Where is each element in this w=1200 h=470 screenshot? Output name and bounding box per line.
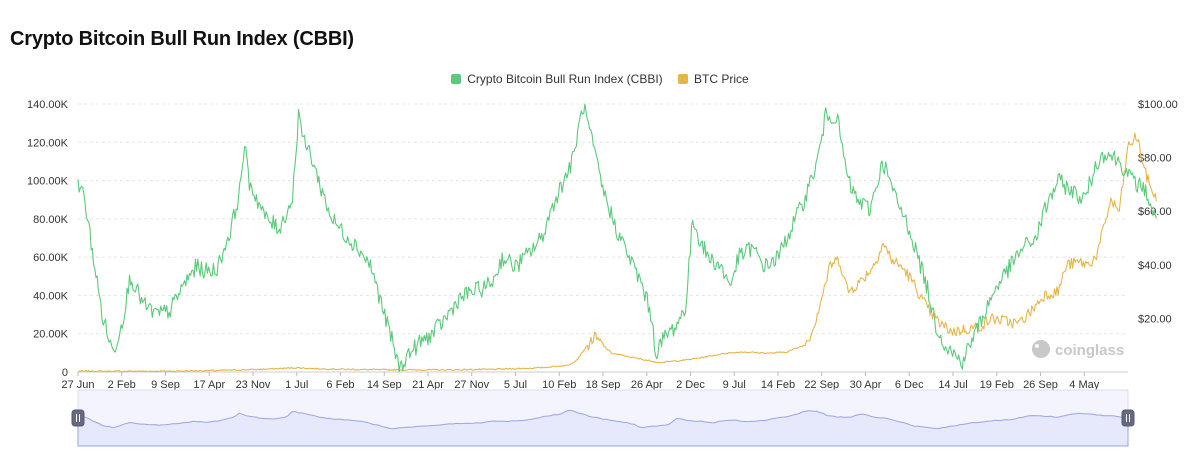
legend-item-cbbi[interactable]: Crypto Bitcoin Bull Run Index (CBBI): [451, 72, 663, 86]
y-axis-left: 0 20.00K 40.00K 60.00K 80.00K 100.00K 120.00K 1…: [27, 99, 69, 379]
x-tick-label: 4 May: [1069, 379, 1099, 391]
x-tick-label: 14 Sep: [367, 379, 402, 391]
legend-swatch-btc: [678, 74, 689, 84]
y-left-tick-label: 80.00K: [33, 214, 69, 226]
y-axis-right: $20.00$40.00$60.00$80.00$100.00: [1138, 99, 1178, 325]
coinglass-logo-icon: [1032, 340, 1050, 358]
x-tick-label: 2 Feb: [108, 379, 136, 391]
chart-series: [77, 103, 1157, 373]
y-right-tick-label: $100.00: [1138, 99, 1178, 111]
y-left-tick-label: 20.00K: [33, 329, 69, 341]
chart-gridlines: [78, 103, 1128, 373]
logo-eye-icon: [1035, 344, 1039, 348]
page-title: Crypto Bitcoin Bull Run Index (CBBI): [10, 28, 354, 50]
btc-price-line: [77, 132, 1157, 373]
x-tick-label: 14 Feb: [761, 379, 795, 391]
y-right-tick-label: $40.00: [1138, 260, 1172, 272]
x-tick-label: 21 Apr: [412, 379, 444, 391]
y-left-tick-label: 0: [62, 367, 68, 379]
x-tick-label: 5 Jul: [504, 379, 527, 391]
x-tick-label: 6 Dec: [895, 379, 924, 391]
y-left-tick-label: 140.00K: [27, 99, 69, 111]
x-tick-label: 27 Nov: [454, 379, 489, 391]
x-tick-label: 30 Apr: [850, 379, 882, 391]
x-tick-label: 27 Jun: [61, 379, 94, 391]
range-navigator[interactable]: [71, 389, 1135, 447]
x-tick-label: 19 Feb: [980, 379, 1014, 391]
x-tick-label: 9 Jul: [723, 379, 746, 391]
navigator-series: [77, 409, 1129, 447]
y-right-tick-label: $20.00: [1138, 313, 1172, 325]
x-tick-label: 23 Nov: [236, 379, 271, 391]
handle-grip[interactable]: [1121, 409, 1135, 427]
coinglass-watermark: coinglass: [1032, 340, 1124, 359]
y-right-tick-label: $80.00: [1138, 153, 1172, 165]
x-tick-label: 17 Apr: [193, 379, 225, 391]
x-tick-label: 1 Jul: [285, 379, 308, 391]
navigator-right-handle[interactable]: [1121, 409, 1135, 427]
x-tick-label: 18 Sep: [586, 379, 621, 391]
x-tick-label: 22 Sep: [804, 379, 839, 391]
handle-grip[interactable]: [71, 409, 85, 427]
x-tick-label: 14 Jul: [938, 379, 967, 391]
legend-label-cbbi: Crypto Bitcoin Bull Run Index (CBBI): [467, 72, 663, 86]
x-tick-label: 9 Sep: [151, 379, 180, 391]
navigator-left-handle[interactable]: [71, 409, 85, 427]
watermark-text: coinglass: [1055, 342, 1124, 359]
x-tick-label: 26 Sep: [1023, 379, 1058, 391]
y-left-tick-label: 40.00K: [33, 290, 69, 302]
legend-item-btc[interactable]: BTC Price: [678, 72, 749, 86]
chart-legend: Crypto Bitcoin Bull Run Index (CBBI) BTC…: [0, 72, 1200, 87]
cbbi-line: [77, 103, 1157, 373]
x-tick-label: 10 Feb: [542, 379, 576, 391]
x-tick-label: 6 Feb: [326, 379, 354, 391]
y-left-tick-label: 120.00K: [27, 137, 69, 149]
legend-label-btc: BTC Price: [694, 72, 749, 86]
x-tick-label: 26 Apr: [631, 379, 663, 391]
legend-swatch-cbbi: [451, 74, 462, 84]
x-axis: 27 Jun 2 Feb 9 Sep 17 Apr 23 Nov 1 Jul 6 Feb 14…: [61, 371, 1128, 391]
y-left-tick-label: 100.00K: [27, 176, 69, 188]
y-left-tick-label: 60.00K: [33, 252, 69, 264]
x-tick-label: 2 Dec: [676, 379, 705, 391]
